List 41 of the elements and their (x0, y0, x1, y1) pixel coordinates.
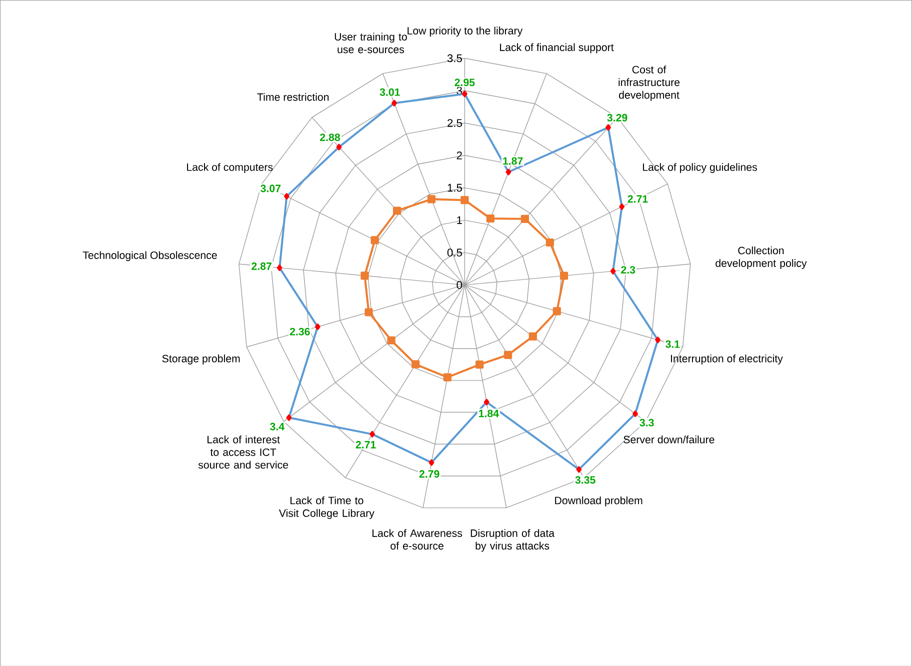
data-label: 1.87 (503, 156, 523, 165)
y-tick-label: 1.5 (448, 184, 462, 192)
data-label: 3.01 (380, 88, 400, 96)
y-tick-label: 0.5 (447, 248, 462, 256)
y-tick-label: 3.5 (447, 54, 462, 62)
data-label: 3.29 (607, 114, 628, 122)
data-label: 1.84 (478, 409, 499, 417)
y-tick-label: 0 (456, 280, 462, 289)
spoke-label: Low priority to the library (408, 26, 523, 36)
data-label: 2.71 (356, 440, 376, 448)
spoke-label: Storage problem (162, 354, 240, 364)
data-label: 3.4 (270, 422, 284, 430)
spoke-label: Lack of Time to Visit College Library (278, 496, 374, 519)
spoke-label: Interruption of electricity (671, 354, 783, 364)
data-label: 2.36 (290, 328, 310, 336)
spoke-label: Server down/failure (624, 435, 714, 444)
spoke-label: User training to use e-sources (334, 32, 407, 53)
y-tick-label: 1 (457, 216, 462, 224)
spoke-label: Download problem (555, 496, 642, 506)
spoke-label: Lack of computers (187, 162, 273, 173)
spoke-label: Cost of infrastructure development (618, 65, 680, 101)
data-label: 2.87 (252, 262, 272, 270)
spoke-label: Technological Obsolescence (82, 250, 217, 261)
data-label: 3.1 (666, 340, 680, 348)
data-label: 2.3 (621, 266, 636, 274)
spoke-label: Lack of Awareness of e-source (372, 528, 462, 550)
spoke-label: Disruption of data by virus attacks (470, 528, 555, 552)
y-tick-label: 2.5 (448, 118, 462, 127)
data-label: 2.88 (320, 133, 340, 141)
spoke-label: Lack of financial support (500, 43, 614, 53)
data-label: 3.35 (575, 476, 596, 484)
spoke-label: Lack of interest to access ICT source and service (198, 435, 288, 468)
y-tick-label: 2 (456, 151, 462, 160)
data-label: 2.95 (454, 78, 475, 86)
data-label: 2.79 (419, 470, 440, 478)
spoke-label: Lack of policy guidelines (642, 162, 757, 173)
spoke-label: Collection development policy (716, 246, 807, 269)
spoke-label: Time restriction (257, 92, 329, 101)
data-label: 3.3 (640, 418, 654, 426)
data-label: 2.71 (628, 194, 648, 202)
data-label: 3.07 (260, 184, 281, 192)
